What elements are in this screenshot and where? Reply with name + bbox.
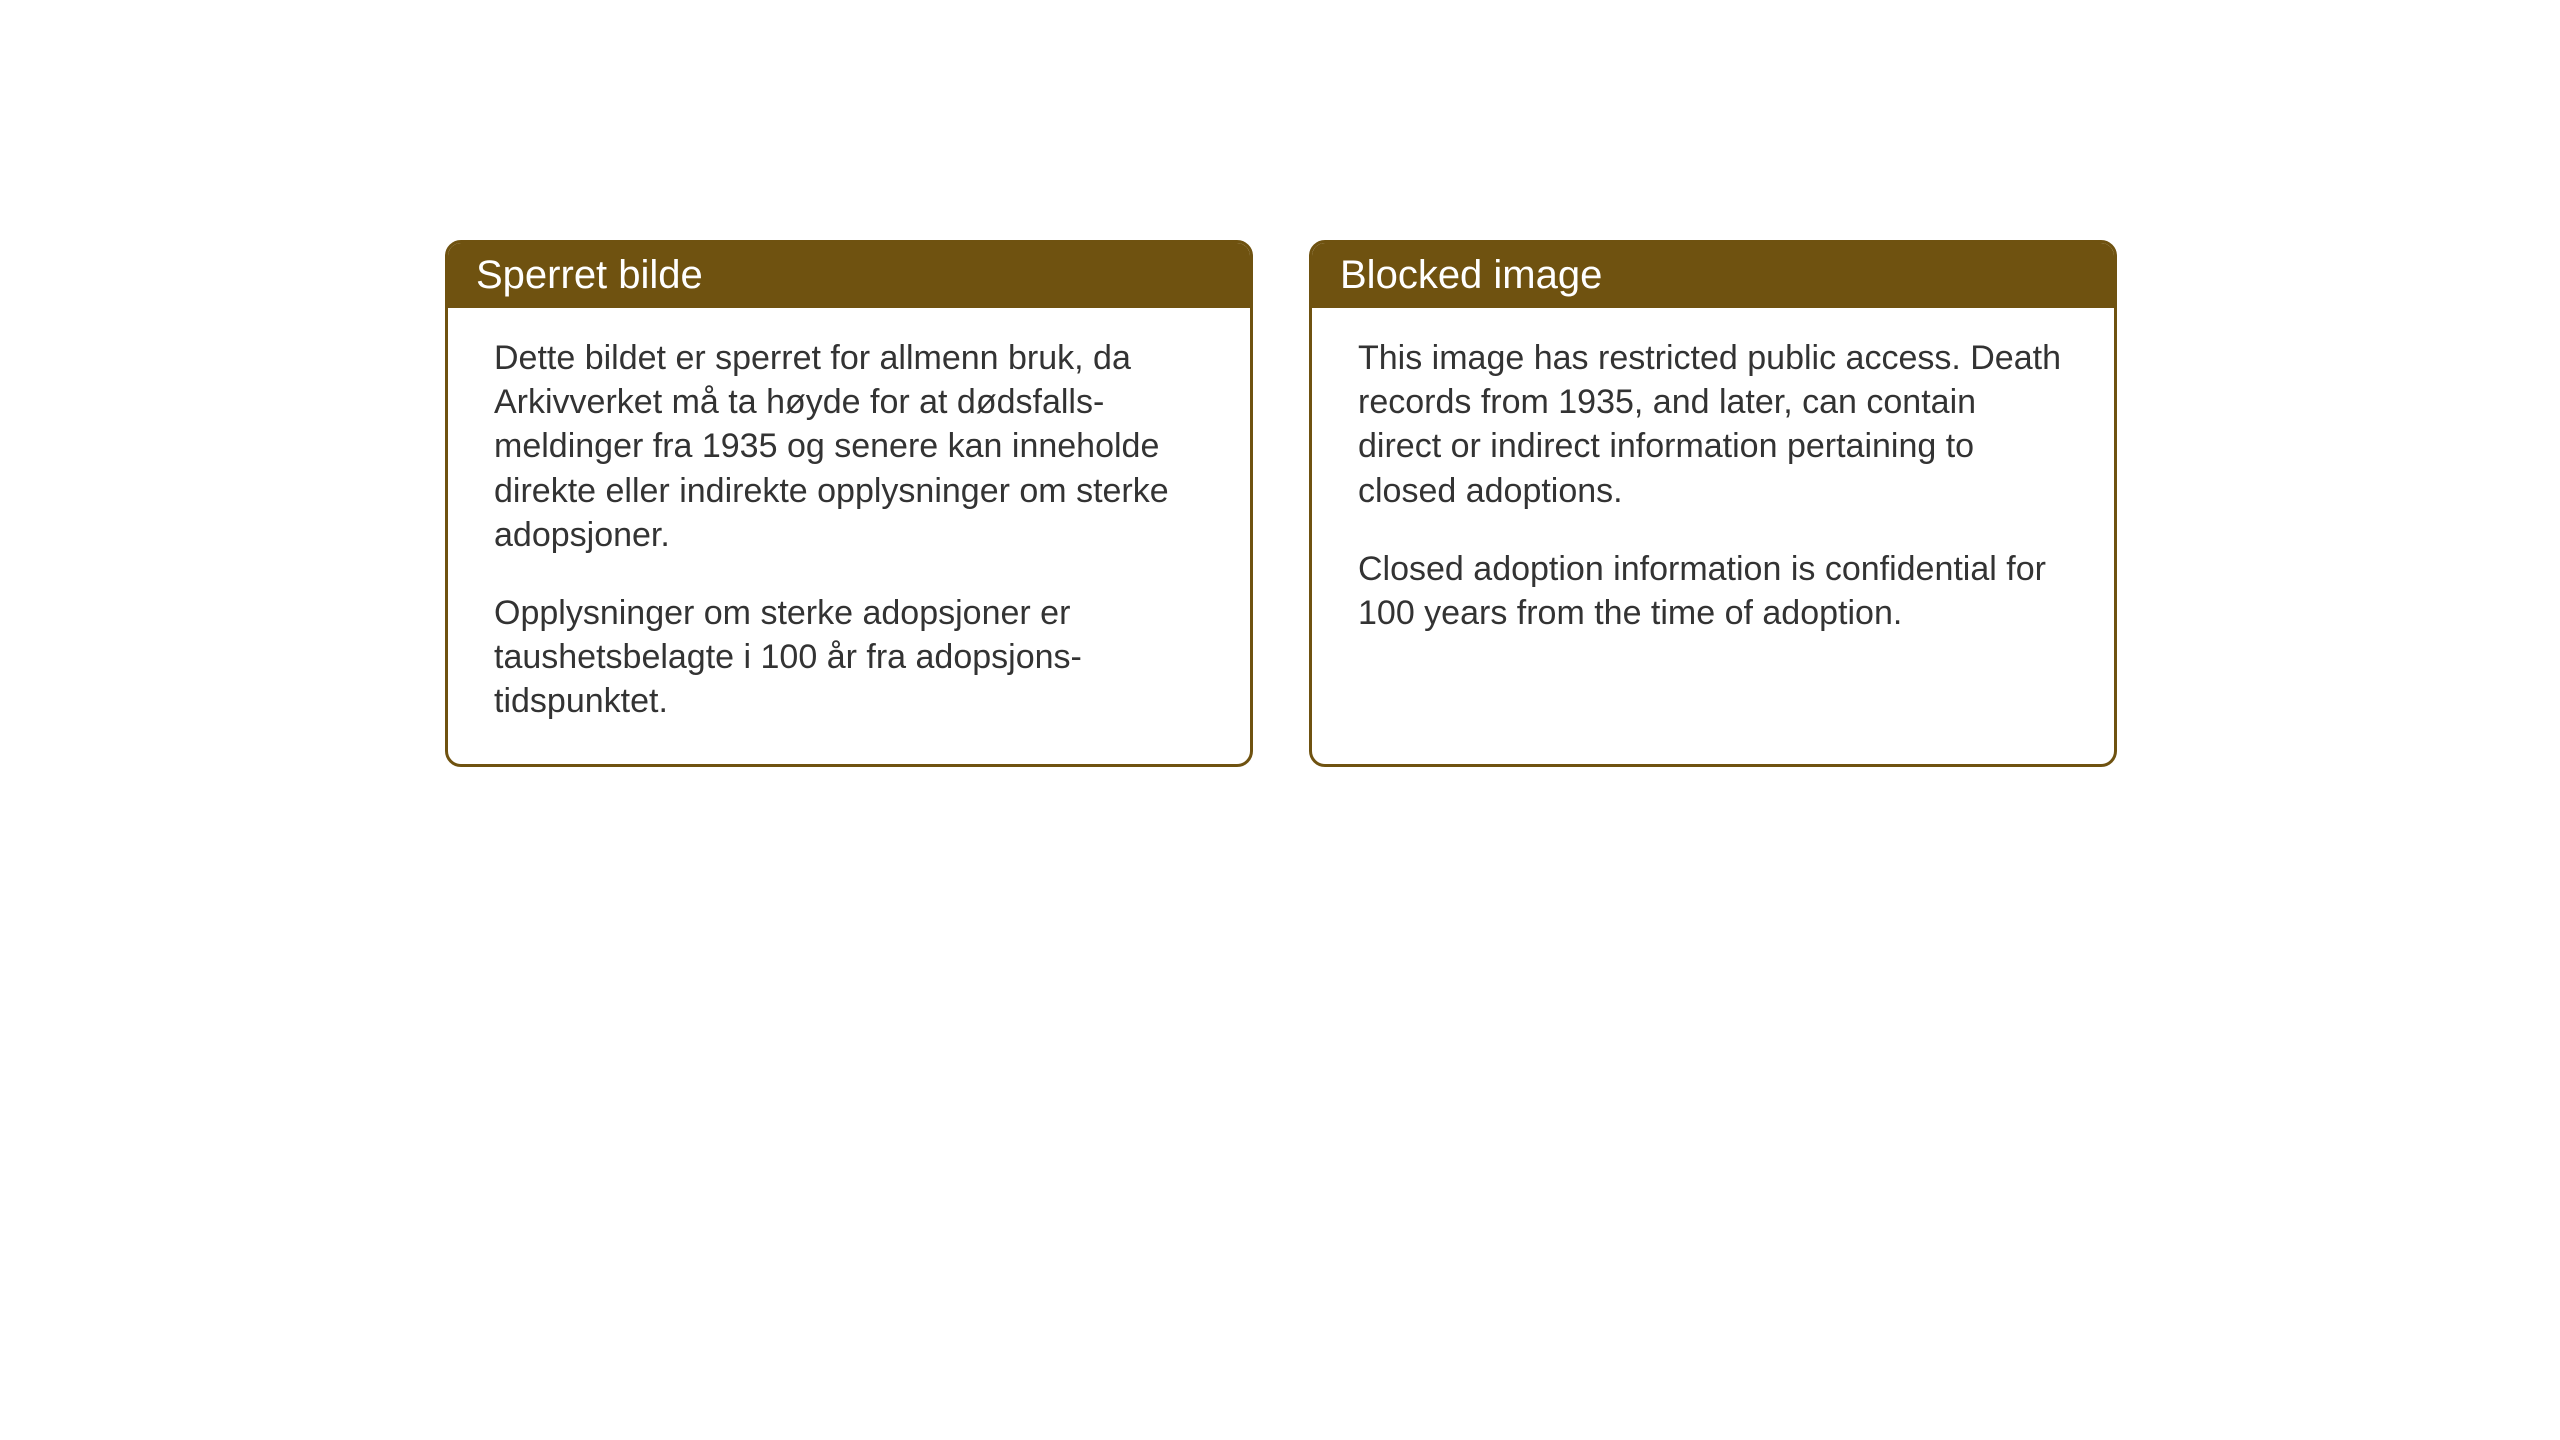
notice-paragraph-2-english: Closed adoption information is confident… [1358, 547, 2068, 635]
notice-body-english: This image has restricted public access.… [1312, 308, 2114, 675]
notice-header-english: Blocked image [1312, 243, 2114, 308]
notice-paragraph-1-english: This image has restricted public access.… [1358, 336, 2068, 513]
notice-body-norwegian: Dette bildet er sperret for allmenn bruk… [448, 308, 1250, 764]
notice-box-norwegian: Sperret bilde Dette bildet er sperret fo… [445, 240, 1253, 767]
notice-container: Sperret bilde Dette bildet er sperret fo… [445, 240, 2117, 767]
notice-box-english: Blocked image This image has restricted … [1309, 240, 2117, 767]
notice-paragraph-2-norwegian: Opplysninger om sterke adopsjoner er tau… [494, 591, 1204, 724]
notice-paragraph-1-norwegian: Dette bildet er sperret for allmenn bruk… [494, 336, 1204, 557]
notice-header-norwegian: Sperret bilde [448, 243, 1250, 308]
